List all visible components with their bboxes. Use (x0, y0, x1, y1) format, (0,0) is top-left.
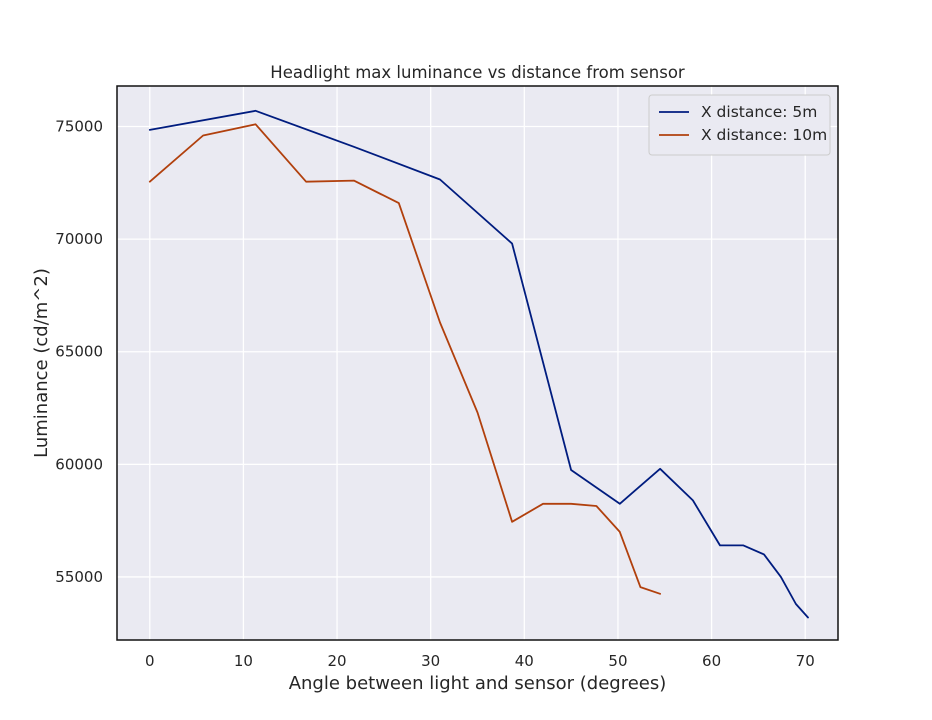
series-line (148, 123, 661, 595)
x-tick-label: 60 (702, 652, 721, 670)
x-tick-label: 0 (145, 652, 155, 670)
chart-title: Headlight max luminance vs distance from… (270, 63, 685, 82)
y-tick-labels: 55000 60000 65000 70000 75000 (55, 118, 103, 586)
x-tick-label: 20 (327, 652, 346, 670)
x-tick-labels: 0 10 20 30 40 50 60 70 (145, 652, 815, 670)
y-tick-label: 70000 (55, 230, 103, 248)
series-line (148, 109, 809, 619)
y-axis-label: Luminance (cd/m^2) (31, 268, 52, 458)
plot-frame (116, 85, 839, 641)
x-axis-label: Angle between light and sensor (degrees) (289, 673, 667, 694)
y-tick-label: 65000 (55, 343, 103, 361)
x-tick-label: 30 (421, 652, 440, 670)
legend-label: X distance: 10m (701, 126, 827, 144)
legend-label: X distance: 5m (701, 103, 817, 121)
x-tick-label: 50 (608, 652, 627, 670)
x-tick-label: 10 (234, 652, 253, 670)
series-lines (148, 109, 809, 619)
x-tick-label: 40 (515, 652, 534, 670)
y-tick-label: 55000 (55, 568, 103, 586)
legend: X distance: 5m X distance: 10m (648, 94, 831, 156)
plot-area (117, 86, 838, 640)
legend-box (648, 94, 831, 156)
y-tick-label: 60000 (55, 455, 103, 473)
x-tick-label: 70 (796, 652, 815, 670)
y-tick-label: 75000 (55, 118, 103, 136)
